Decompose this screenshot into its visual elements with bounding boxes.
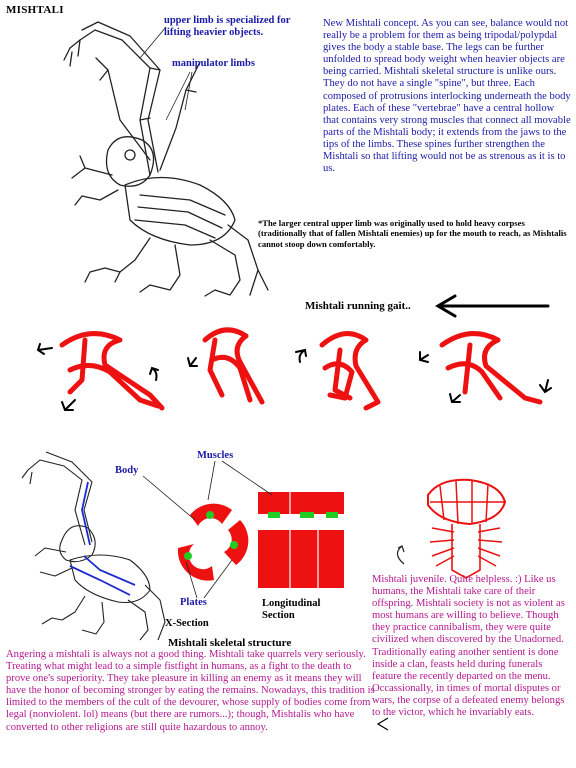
concept-paragraph: New Mishtali concept. As you can see, ba… (323, 18, 571, 175)
manipulator-limbs-label: manipulator limbs (172, 58, 255, 69)
body-label: Body (115, 465, 139, 476)
plates-label: Plates (180, 597, 207, 608)
skeletal-structure-label: Mishtali skeletal structure (168, 637, 292, 649)
juvenile-drawing (396, 478, 507, 579)
gait-figures (59, 327, 543, 411)
running-gait-label: Mishtali running gait.. (305, 300, 411, 312)
juvenile-paragraph: Mishtali juvenile. Quite helpless. :) Li… (372, 574, 565, 719)
longitudinal-section-label: Longitudinal Section (262, 598, 321, 621)
longitudinal-section-diagram (258, 492, 344, 590)
anger-paragraph: Angering a mishtali is always not a good… (6, 649, 375, 733)
x-section-label: X-Section (165, 618, 209, 629)
upper-limb-label: upper limb is specialized for lifting he… (164, 15, 291, 38)
page-title: MISHTALI (6, 4, 64, 16)
footnote: *The larger central upper limb was origi… (258, 218, 567, 249)
x-section-diagram (177, 503, 249, 581)
muscles-label: Muscles (197, 450, 234, 461)
